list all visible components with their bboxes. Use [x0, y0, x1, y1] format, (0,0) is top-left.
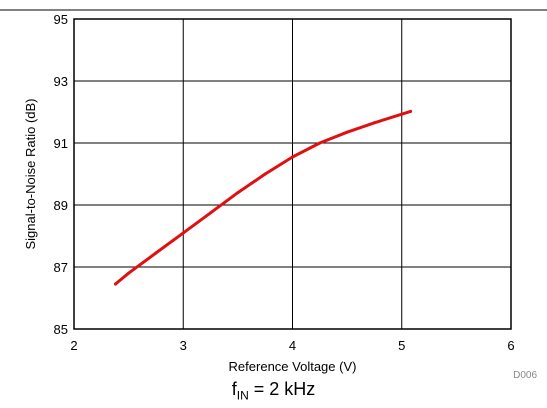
- caption-subscript: IN: [236, 388, 249, 403]
- caption-prefix: f: [231, 379, 237, 399]
- data-point: [114, 282, 117, 286]
- y-tick-label: 89: [54, 198, 68, 213]
- data-point: [345, 130, 349, 134]
- data-point: [236, 191, 240, 195]
- y-tick-label: 87: [54, 260, 68, 275]
- data-point: [209, 211, 213, 215]
- grid: [73, 18, 512, 330]
- data-point: [154, 251, 158, 255]
- y-axis-label: Signal-to-Noise Ratio (dB): [23, 98, 38, 249]
- data-point: [372, 121, 376, 125]
- figure-id: D006: [513, 370, 537, 381]
- data-point: [181, 231, 185, 235]
- data-point: [409, 109, 412, 113]
- y-tick-label: 95: [54, 12, 68, 27]
- plot-frame: [73, 18, 512, 330]
- series-line: [114, 109, 412, 286]
- x-tick-label: 4: [289, 338, 296, 353]
- y-tick-label: 91: [54, 136, 68, 151]
- data-point: [291, 155, 294, 159]
- y-tick-label: 85: [54, 322, 68, 337]
- y-tick-labels: 85 87 89 91 93 95: [54, 12, 68, 337]
- x-tick-label: 2: [70, 338, 77, 353]
- data-point: [127, 271, 131, 275]
- series-group: [114, 109, 412, 286]
- x-tick-label: 3: [180, 338, 187, 353]
- caption-suffix: = 2 kHz: [248, 379, 316, 399]
- x-tick-labels: 2 3 4 5 6: [70, 338, 514, 353]
- y-tick-label: 93: [54, 74, 68, 89]
- x-tick-label: 5: [398, 338, 405, 353]
- data-point: [318, 141, 322, 145]
- x-tick-label: 6: [507, 338, 514, 353]
- x-axis-label: Reference Voltage (V): [229, 359, 357, 374]
- caption: fIN = 2 kHz: [0, 379, 547, 403]
- data-point: [263, 172, 267, 176]
